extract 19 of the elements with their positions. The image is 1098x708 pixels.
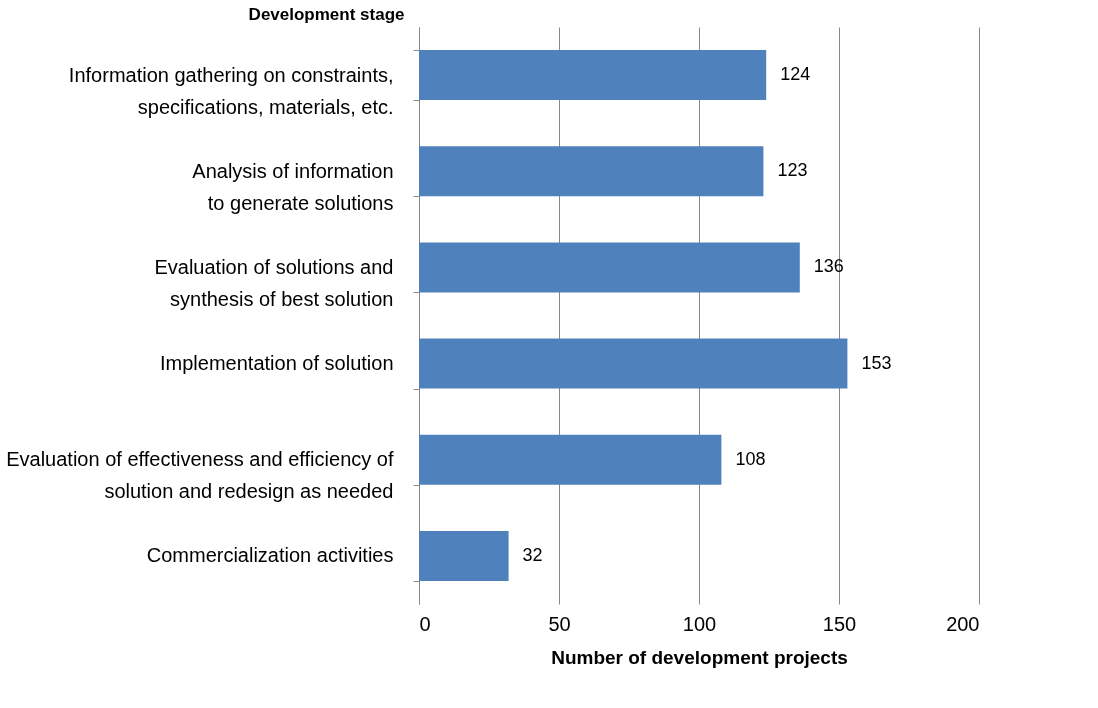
data-label: 153: [861, 352, 892, 373]
data-label: 136: [813, 256, 844, 277]
y-tick-label: Evaluation of solutions and synthesis of best solution: [154, 255, 394, 310]
y-tick-label: Evaluation of effectiveness and efficiency of solution and redesign as needed: [6, 448, 394, 503]
x-tick-label: 200: [946, 612, 980, 635]
x-tick-label: 150: [822, 612, 857, 635]
y-tick-label: Implementation of solution: [160, 352, 394, 375]
y-tick-label: Analysis of information to generate solutions: [192, 159, 394, 214]
x-tick-label: 50: [548, 612, 571, 635]
data-label: 108: [735, 448, 766, 469]
x-tick-label: 0: [419, 612, 431, 635]
data-label: 124: [780, 64, 811, 85]
x-tick-label: 100: [682, 612, 717, 635]
y-tick-label: Commercialization activities: [146, 544, 394, 567]
y-tick-label: Information gathering on constraints, specifications, materials, etc.: [68, 63, 394, 118]
data-label: 32: [522, 544, 543, 565]
x-axis-title: Number of development projects: [551, 646, 848, 668]
y-axis-title: Development stage: [248, 4, 405, 24]
data-label: 123: [777, 160, 808, 181]
